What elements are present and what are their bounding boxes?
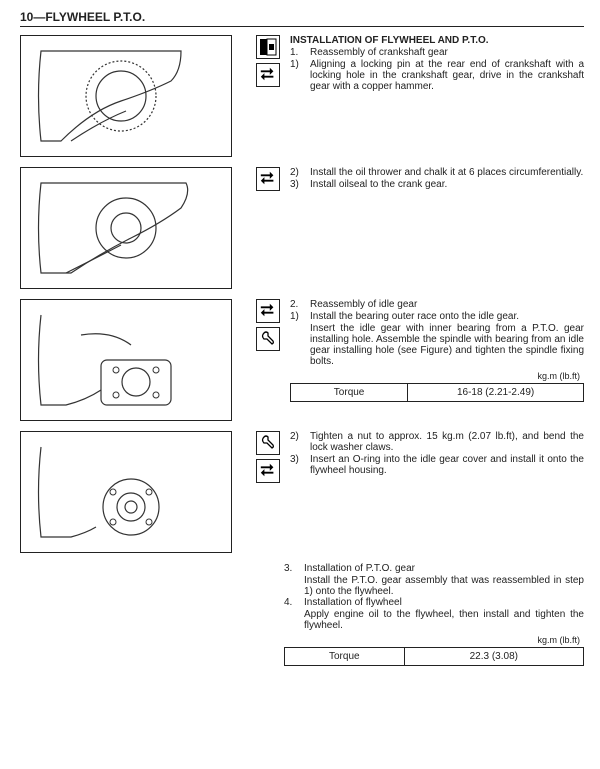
text: Tighten a nut to approx. 15 kg.m (2.07 l…: [310, 431, 584, 453]
figure-col: [20, 167, 256, 289]
text: Insert an O-ring into the idle gear cove…: [310, 454, 584, 476]
section-2: 2)Install the oil thrower and chalk it a…: [20, 167, 584, 289]
figure-1: [20, 35, 232, 157]
torque-table-1: Torque 16-18 (2.21-2.49): [290, 383, 584, 402]
figure-3: [20, 299, 232, 421]
figure-4: [20, 431, 232, 553]
text: Aligning a locking pin at the rear end o…: [310, 59, 584, 92]
text: Reassembly of crankshaft gear: [310, 47, 584, 58]
figure-col: [20, 299, 256, 421]
arrows-icon: [256, 167, 280, 191]
num: 2): [290, 431, 310, 453]
icon-col-2: [256, 167, 290, 289]
text: Install the oil thrower and chalk it at …: [310, 167, 584, 178]
idle-gear-illustration: [31, 305, 221, 415]
num: 1): [290, 59, 310, 92]
figure-col: [20, 35, 256, 157]
torque-table-2: Torque 22.3 (3.08): [284, 647, 584, 666]
section-3: 2.Reassembly of idle gear 1)Install the …: [20, 299, 584, 421]
text: Insert the idle gear with inner bearing …: [310, 323, 584, 367]
text: Installation of P.T.O. gear: [304, 563, 584, 574]
assembly-icon: [256, 35, 280, 59]
num: 4.: [284, 597, 304, 608]
text: Install the P.T.O. gear assembly that wa…: [304, 575, 584, 597]
units-label: kg.m (lb.ft): [284, 635, 584, 645]
num: 3): [290, 454, 310, 476]
text: Apply engine oil to the flywheel, then i…: [304, 609, 584, 631]
idle-gear-cover-illustration: [31, 437, 221, 547]
text-col-3: 2.Reassembly of idle gear 1)Install the …: [290, 299, 584, 421]
units-label: kg.m (lb.ft): [290, 371, 584, 381]
wrench-icon: [256, 327, 280, 351]
section-4: 2)Tighten a nut to approx. 15 kg.m (2.07…: [20, 431, 584, 553]
torque-value: 16-18 (2.21-2.49): [408, 384, 584, 402]
icon-col-3: [256, 299, 290, 421]
oil-thrower-illustration: [31, 173, 221, 283]
text: Installation of flywheel: [304, 597, 584, 608]
section-5: 3.Installation of P.T.O. gear Install th…: [284, 563, 584, 666]
crankshaft-gear-illustration: [31, 41, 221, 151]
icon-col-1: [256, 35, 290, 157]
num: 1.: [290, 47, 310, 58]
section-title: INSTALLATION OF FLYWHEEL AND P.T.O.: [290, 35, 584, 46]
header-rule: [20, 26, 584, 27]
figure-col: [20, 431, 256, 553]
num: 2.: [290, 299, 310, 310]
text: Reassembly of idle gear: [310, 299, 584, 310]
text-col-1: INSTALLATION OF FLYWHEEL AND P.T.O. 1.Re…: [290, 35, 584, 157]
icon-col-4: [256, 431, 290, 553]
torque-value: 22.3 (3.08): [404, 648, 583, 666]
page: 10—FLYWHEEL P.T.O. INSTALLATION OF FL: [0, 0, 600, 676]
num: 3.: [284, 563, 304, 574]
figure-2: [20, 167, 232, 289]
arrows-icon: [256, 63, 280, 87]
num: 1): [290, 311, 310, 322]
arrows-icon: [256, 459, 280, 483]
text-col-4: 2)Tighten a nut to approx. 15 kg.m (2.07…: [290, 431, 584, 553]
text: Install the bearing outer race onto the …: [310, 311, 584, 322]
text-col-2: 2)Install the oil thrower and chalk it a…: [290, 167, 584, 289]
torque-label: Torque: [285, 648, 405, 666]
num: 2): [290, 167, 310, 178]
page-header: 10—FLYWHEEL P.T.O.: [20, 10, 584, 24]
torque-label: Torque: [291, 384, 408, 402]
text: Install oilseal to the crank gear.: [310, 179, 584, 190]
section-1: INSTALLATION OF FLYWHEEL AND P.T.O. 1.Re…: [20, 35, 584, 157]
wrench-icon: [256, 431, 280, 455]
arrows-icon: [256, 299, 280, 323]
num: 3): [290, 179, 310, 190]
